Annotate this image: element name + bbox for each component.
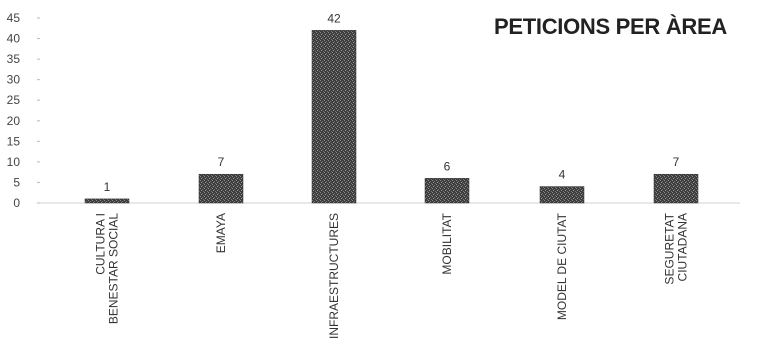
y-tick-label: 5	[13, 175, 20, 189]
category-label: INFRAESTRUCTURES	[327, 213, 341, 339]
data-label: 1	[104, 180, 111, 194]
category-label-line: SEGURETAT	[663, 212, 677, 284]
category-label-line: CIUTADANA	[676, 213, 690, 281]
y-tick-label: 25	[7, 93, 21, 107]
category-label: EMAYA	[214, 213, 228, 253]
category-label-line: MODEL DE CIUTAT	[555, 212, 569, 320]
y-tick-label: 20	[7, 114, 21, 128]
chart-title: PETICIONS PER ÀREA	[494, 14, 727, 39]
category-label: CULTURA I BENESTAR SOCIAL	[94, 213, 121, 324]
y-tick-label: 45	[7, 11, 21, 25]
category-label: SEGURETAT CIUTADANA	[663, 212, 690, 284]
category-label: MOBILITAT	[440, 212, 454, 274]
data-label: 4	[559, 168, 566, 182]
y-tick-label: 15	[7, 134, 21, 148]
category-label-line: INFRAESTRUCTURES	[327, 213, 341, 339]
category-label-line: CULTURA I	[94, 213, 108, 275]
data-label: 42	[327, 11, 341, 25]
category-label-line: MOBILITAT	[440, 212, 454, 274]
data-label: 6	[444, 159, 451, 173]
bar	[311, 30, 357, 204]
y-tick-label: 35	[7, 52, 21, 66]
bar	[424, 178, 470, 204]
category-label-line: EMAYA	[214, 213, 228, 253]
category-label: MODEL DE CIUTAT	[555, 212, 569, 320]
category-label-line: BENESTAR SOCIAL	[107, 213, 121, 324]
bar	[84, 198, 130, 204]
y-tick-label: 10	[7, 155, 21, 169]
y-tick-label: 30	[7, 73, 21, 87]
bar	[198, 173, 244, 204]
data-label: 7	[673, 155, 680, 169]
y-tick-label: 40	[7, 32, 21, 46]
y-tick-label: 0	[13, 196, 20, 210]
bar	[653, 173, 699, 204]
data-label: 7	[218, 155, 225, 169]
bar	[539, 186, 585, 204]
